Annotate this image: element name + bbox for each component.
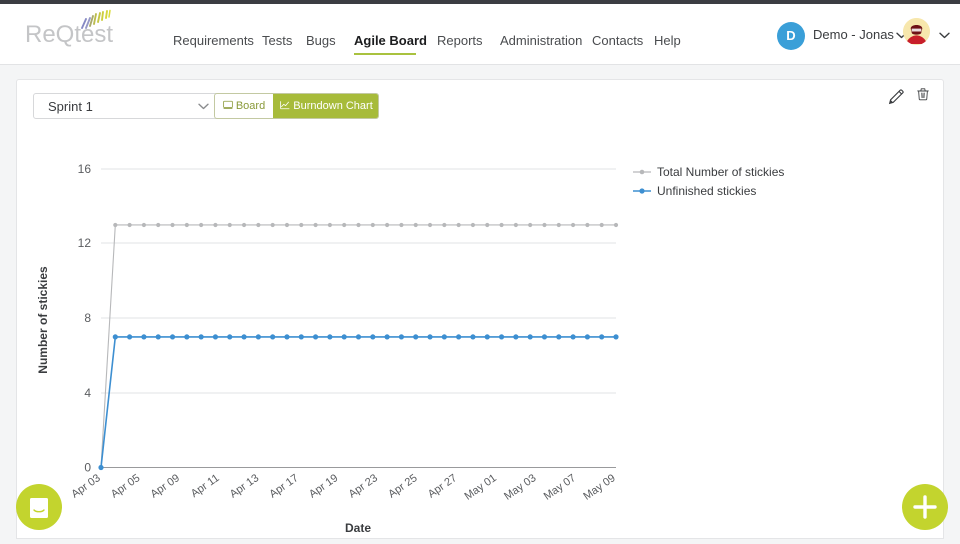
svg-text:Apr 05: Apr 05 [109,472,142,500]
svg-text:12: 12 [78,236,92,250]
svg-text:Number of stickies: Number of stickies [36,266,50,374]
svg-text:Unfinished stickies: Unfinished stickies [657,184,756,198]
svg-text:16: 16 [78,162,92,176]
svg-text:0: 0 [84,461,91,475]
svg-text:Apr 19: Apr 19 [307,472,340,500]
svg-text:May 07: May 07 [542,472,578,503]
svg-text:Apr 27: Apr 27 [426,472,459,500]
svg-text:8: 8 [84,311,91,325]
svg-text:4: 4 [84,386,91,400]
svg-text:Total Number of stickies: Total Number of stickies [657,165,784,179]
svg-text:Apr 25: Apr 25 [386,472,419,500]
svg-text:May 03: May 03 [502,472,538,503]
svg-text:May 09: May 09 [581,472,617,503]
svg-text:Apr 17: Apr 17 [267,472,300,500]
svg-text:Apr 03: Apr 03 [69,472,102,500]
svg-text:Date: Date [345,521,371,535]
svg-text:Apr 13: Apr 13 [228,472,261,500]
svg-text:Apr 23: Apr 23 [347,472,380,500]
svg-text:Apr 11: Apr 11 [189,472,222,500]
svg-text:Apr 09: Apr 09 [149,472,182,500]
svg-text:May 01: May 01 [462,472,498,503]
